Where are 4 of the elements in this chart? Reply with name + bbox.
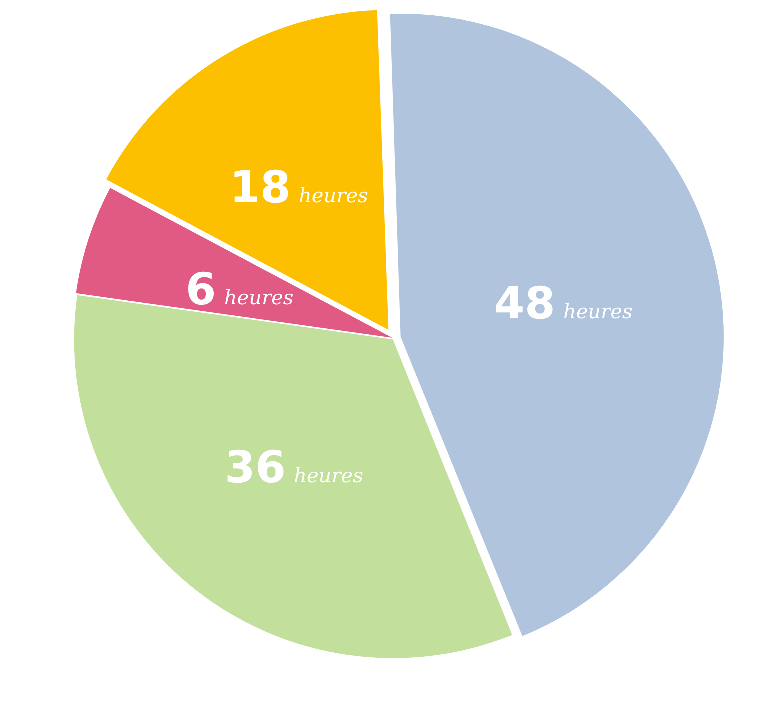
data-label: 48 heures — [494, 278, 633, 330]
data-label: 36 heures — [224, 442, 364, 494]
data-label: 18 heures — [230, 162, 368, 214]
data-label: 6 heures — [186, 264, 294, 316]
